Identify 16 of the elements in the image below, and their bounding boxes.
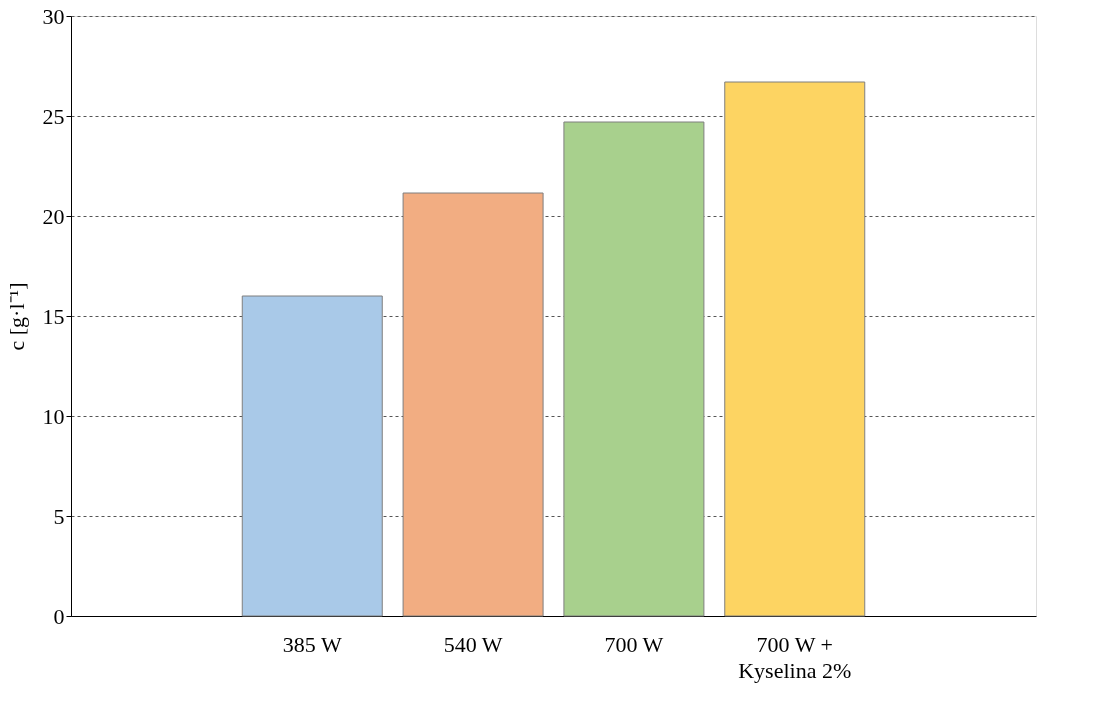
y-tick-label: 30: [42, 3, 65, 29]
bar: [724, 81, 866, 617]
x-tick-label: 385 W: [282, 631, 342, 657]
y-tick-label: 15: [42, 303, 65, 329]
y-tick-label: 25: [42, 103, 65, 129]
y-tick-label: 20: [42, 203, 65, 229]
x-tick-label: 700 W + Kyselina 2%: [738, 631, 852, 683]
y-tick-label: 10: [42, 403, 65, 429]
y-axis-title: c [g·l⁻¹]: [3, 282, 29, 351]
bar: [241, 295, 383, 617]
bar: [402, 192, 544, 617]
y-tick-label: 0: [53, 603, 65, 629]
y-tick-label: 5: [53, 503, 65, 529]
x-tick-label: 700 W: [604, 631, 664, 657]
x-tick-label: 540 W: [443, 631, 503, 657]
bar: [563, 121, 705, 617]
